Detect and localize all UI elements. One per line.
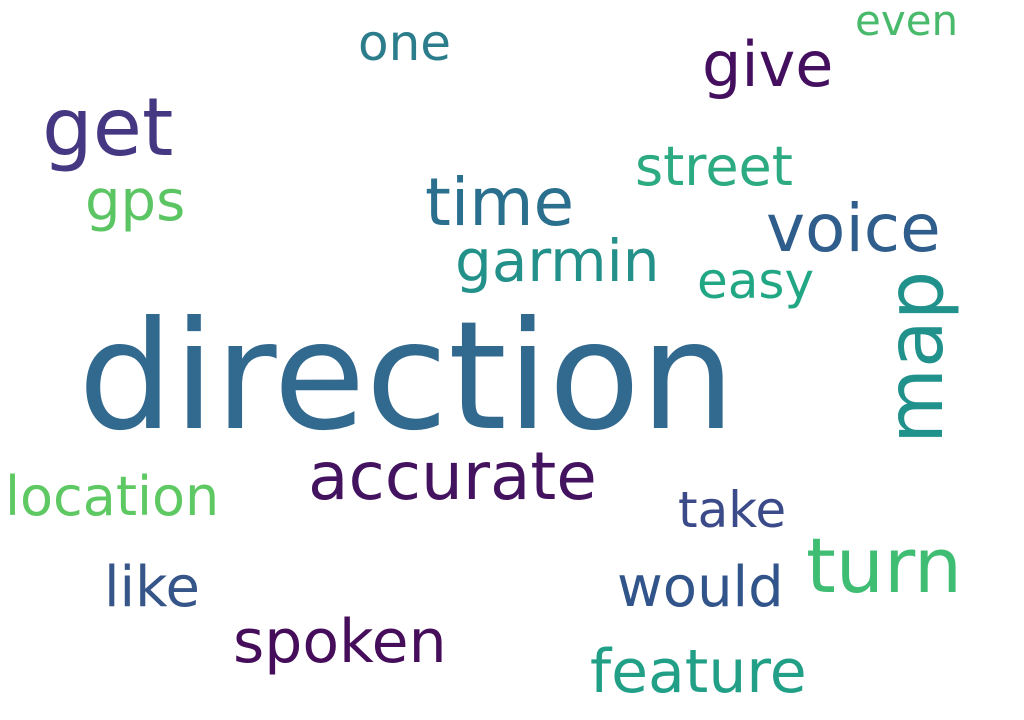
word-time: time (425, 164, 575, 241)
word-get: get (42, 81, 174, 174)
word-feature: feature (590, 637, 807, 707)
word-turn: turn (806, 521, 963, 610)
word-location: location (5, 465, 220, 528)
word-accurate: accurate (308, 438, 597, 515)
word-one: one (358, 14, 452, 72)
word-take: take (678, 481, 787, 539)
word-even: even (855, 0, 959, 45)
word-would: would (617, 555, 784, 620)
word-give: give (702, 28, 834, 101)
word-voice: voice (766, 190, 941, 267)
word-gps: gps (85, 169, 186, 234)
word-garmin: garmin (455, 227, 660, 295)
word-spoken: spoken (233, 607, 447, 677)
word-easy: easy (697, 252, 815, 310)
word-map: map (871, 270, 961, 444)
word-street: street (635, 135, 793, 198)
word-like: like (104, 555, 201, 620)
word-direction: direction (78, 290, 736, 464)
